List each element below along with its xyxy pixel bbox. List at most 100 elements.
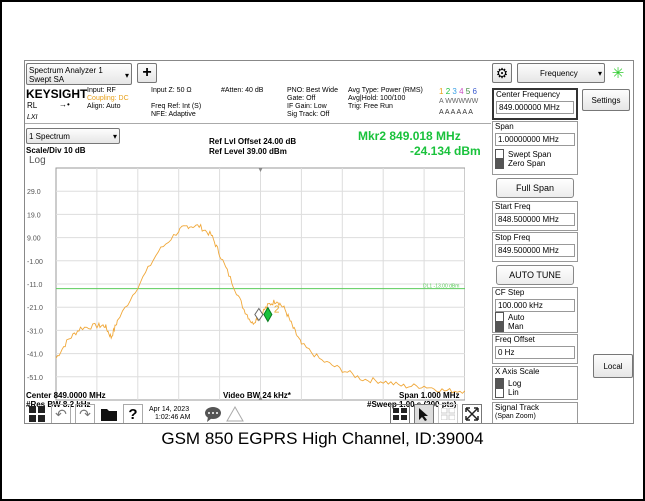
frequency-dropdown[interactable]: Frequency ▾ <box>517 63 605 83</box>
info-bar: KEYSIGHT RL →• LXI Input: RF Coupling: D… <box>25 86 491 124</box>
y-tick-label: -51.0 <box>27 375 43 382</box>
auto-tune-button[interactable]: AUTO TUNE <box>496 265 574 285</box>
y-tick-label: -21.0 <box>27 305 43 312</box>
windows-logo-svg <box>29 406 45 422</box>
grid-layout-icon[interactable] <box>390 404 410 423</box>
analyzer-screen: Spectrum Analyzer 1 Swept SA ▾ + ⚙ Frequ… <box>24 60 634 424</box>
trace-numbers: 1 2 3 4 5 6 <box>439 87 477 96</box>
cf-step-value[interactable]: 100.000 kHz <box>495 299 575 312</box>
touch-svg <box>419 408 428 421</box>
span-value[interactable]: 1.00000000 MHz <box>495 133 575 146</box>
busy-spinner-icon: ✳ <box>611 65 625 82</box>
center-bottom-marker <box>258 396 263 400</box>
log-radio[interactable] <box>495 378 504 388</box>
start-freq-control[interactable]: Start Freq 848.500000 MHz <box>492 201 578 231</box>
cf-auto-radio[interactable] <box>495 312 504 322</box>
trace-plot[interactable]: 29.0 19.0 9.00 -1.00 -11.0 -21.0 -31.0 -41.0 -51… <box>25 156 465 408</box>
video-bw-footer: Video BW 24 kHz* <box>223 391 291 400</box>
trace-5-num: 5 <box>465 87 471 96</box>
touch-pointer-icon[interactable] <box>414 404 434 423</box>
window-selector[interactable]: 1 Spectrum ▾ <box>26 128 120 144</box>
add-mode-button[interactable]: + <box>137 63 157 83</box>
marker-1-diamond <box>254 307 264 322</box>
cf-man-radio[interactable] <box>495 322 504 332</box>
fullscreen-icon[interactable] <box>462 404 482 423</box>
windows-icon[interactable] <box>27 404 47 423</box>
y-tick-label: 9.00 <box>27 236 41 243</box>
span-label: Span <box>495 122 514 131</box>
gate-label: Gate: Off <box>287 95 316 102</box>
image-caption: GSM 850 EGPRS High Channel, ID:39004 <box>161 429 484 448</box>
y-tick-label: -31.0 <box>27 328 43 335</box>
trace-mode-row: A WWWWW <box>439 98 479 105</box>
display-line-label: DL1 -13.00 dBm <box>423 284 459 290</box>
undo-icon[interactable]: ↶ <box>51 404 71 423</box>
gear-icon[interactable]: ⚙ <box>492 63 512 83</box>
help-icon[interactable]: ? <box>123 404 143 423</box>
window-selector-label: 1 Spectrum <box>29 132 70 141</box>
full-span-button[interactable]: Full Span <box>496 178 574 198</box>
lin-label: Lin <box>508 388 519 397</box>
center-frequency-label: Center Frequency <box>496 90 561 99</box>
tile-svg <box>441 408 455 420</box>
stop-freq-control[interactable]: Stop Freq 849.500000 MHz <box>492 232 578 262</box>
rf-input-icon: →• <box>59 100 70 109</box>
x-axis-scale-control[interactable]: X Axis Scale Log Lin <box>492 366 578 400</box>
marker-value-readout: -24.134 dBm <box>410 144 481 158</box>
sig-track-label: Sig Track: Off <box>287 111 330 118</box>
zero-span-radio[interactable] <box>495 159 504 169</box>
pno-label: PNO: Best Wide <box>287 87 338 94</box>
settings-button[interactable]: Settings <box>582 89 630 111</box>
trace-detector-row: A A A A A A <box>439 109 473 116</box>
lxi-logo: LXI <box>27 114 38 121</box>
stop-freq-label: Stop Freq <box>495 233 531 242</box>
folder-icon[interactable] <box>99 404 119 423</box>
center-frequency-value[interactable]: 849.000000 MHz <box>496 101 574 114</box>
ref-level-label: Ref Level 39.00 dBm <box>209 147 287 156</box>
trace-2-num: 2 <box>445 87 451 96</box>
coupling-label: Coupling: DC <box>87 95 129 102</box>
span-zoom-label: (Span Zoom) <box>495 413 536 420</box>
center-frequency-control[interactable]: Center Frequency 849.000000 MHz <box>492 88 578 120</box>
cf-step-control[interactable]: CF Step 100.000 kHz Auto Man <box>492 287 578 333</box>
avg-hold-label: Avg|Hold: 100/100 <box>348 95 406 102</box>
freq-offset-control[interactable]: Freq Offset 0 Hz <box>492 334 578 364</box>
freq-offset-value[interactable]: 0 Hz <box>495 346 575 359</box>
cf-man-label: Man <box>508 322 524 331</box>
redo-icon[interactable]: ↷ <box>75 404 95 423</box>
cf-auto-label: Auto <box>508 313 525 322</box>
start-freq-label: Start Freq <box>495 202 531 211</box>
frequency-dropdown-label: Frequency <box>540 69 578 78</box>
scale-div-label: Scale/Div 10 dB <box>26 146 86 155</box>
swept-span-radio[interactable] <box>495 149 504 159</box>
mode-selector[interactable]: Spectrum Analyzer 1 Swept SA ▾ <box>26 63 132 85</box>
impedance-label: Input Z: 50 Ω <box>151 87 192 94</box>
sweep-footer: #Sweep 1.00 s (200 pts) <box>367 400 457 409</box>
marker-2-tag: 2 <box>274 304 280 315</box>
freq-offset-label: Freq Offset <box>495 335 535 344</box>
trace-3-num: 3 <box>452 87 457 96</box>
caret-down-icon: ▾ <box>125 71 130 80</box>
scale-type-label: Log <box>29 155 46 166</box>
chat-message-icon[interactable] <box>203 405 223 423</box>
atten-label: #Atten: 40 dB <box>221 87 264 94</box>
window-tile-icon[interactable] <box>438 404 458 423</box>
swept-span-label: Swept Span <box>508 150 552 159</box>
freq-ref-label: Freq Ref: Int (S) <box>151 103 202 110</box>
start-freq-value[interactable]: 848.500000 MHz <box>495 213 575 226</box>
caret-down-icon: ▾ <box>113 132 118 141</box>
swept-zero-toggle[interactable]: Swept Span Zero Span <box>495 148 575 174</box>
fullscreen-svg <box>465 407 479 421</box>
stop-freq-value[interactable]: 849.500000 MHz <box>495 244 575 257</box>
local-button[interactable]: Local <box>593 354 633 378</box>
full-span-wrap: Full Span <box>492 176 578 202</box>
signal-track-control[interactable]: Signal Track (Span Zoom) <box>492 402 578 423</box>
span-control[interactable]: Span 1.00000000 MHz Swept Span Zero Span <box>492 121 578 175</box>
cf-step-label: CF Step <box>495 288 525 297</box>
y-tick-label: -1.00 <box>27 259 43 266</box>
chat-svg <box>205 407 221 422</box>
warning-icon[interactable] <box>225 405 245 423</box>
align-label: Align: Auto <box>87 103 121 110</box>
lin-radio[interactable] <box>495 388 504 398</box>
